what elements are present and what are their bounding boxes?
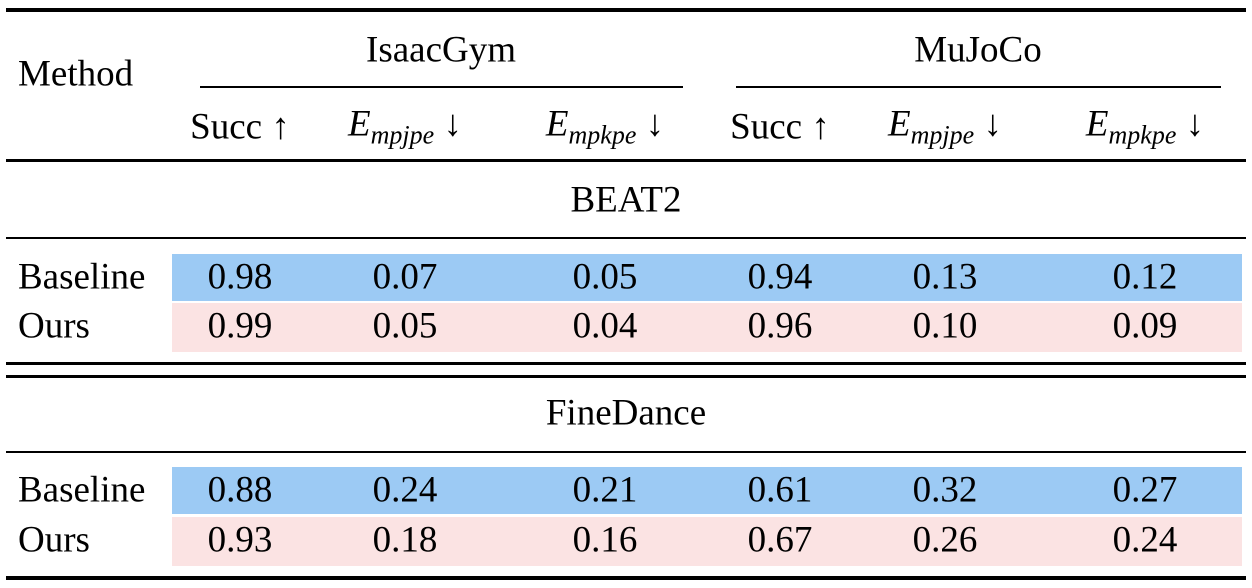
cell-value: 0.04 bbox=[572, 305, 638, 347]
section-rule bbox=[6, 375, 1246, 378]
cell-value: 0.98 bbox=[207, 256, 273, 298]
section-rule bbox=[6, 362, 1246, 365]
cell-value: 0.18 bbox=[372, 519, 438, 561]
cell-value: 0.88 bbox=[207, 469, 273, 511]
column-arrow: ↓ bbox=[443, 103, 462, 145]
row-highlight bbox=[172, 254, 1242, 301]
cell-value: 0.10 bbox=[912, 305, 978, 347]
cell-value: 0.32 bbox=[912, 469, 978, 511]
section-title: FineDance bbox=[545, 392, 707, 434]
column-header: Succ ↑ bbox=[190, 109, 290, 146]
column-symbol: E bbox=[545, 103, 569, 145]
row-method: Baseline bbox=[18, 469, 146, 511]
cell-value: 0.93 bbox=[207, 519, 273, 561]
cell-value: 0.21 bbox=[572, 469, 638, 511]
cell-value: 0.05 bbox=[572, 256, 638, 298]
cell-value: 0.13 bbox=[912, 256, 978, 298]
section-rule bbox=[6, 576, 1246, 580]
column-symbol: Succ bbox=[190, 106, 263, 148]
column-header: Empkpe ↓ bbox=[546, 106, 664, 149]
column-arrow: ↑ bbox=[271, 106, 290, 148]
column-subscript: mpkpe bbox=[1108, 120, 1177, 150]
top-rule bbox=[6, 8, 1246, 12]
row-method: Ours bbox=[18, 305, 90, 347]
cell-value: 0.99 bbox=[207, 305, 273, 347]
group-rule bbox=[736, 86, 1221, 88]
column-arrow: ↓ bbox=[1185, 103, 1205, 145]
column-arrow: ↑ bbox=[811, 106, 830, 148]
group-rule bbox=[200, 86, 683, 88]
column-header: Empjpe ↓ bbox=[348, 106, 462, 149]
row-method: Ours bbox=[18, 519, 90, 561]
column-symbol: E bbox=[1085, 103, 1109, 145]
cell-value: 0.61 bbox=[747, 469, 813, 511]
column-header: Succ ↑ bbox=[730, 109, 830, 146]
column-arrow: ↓ bbox=[645, 103, 665, 145]
row-method: Baseline bbox=[18, 256, 146, 298]
cell-value: 0.12 bbox=[1112, 256, 1178, 298]
group-header: MuJoCo bbox=[914, 29, 1042, 71]
column-symbol: E bbox=[888, 103, 911, 145]
column-header: Empjpe ↓ bbox=[888, 106, 1002, 149]
cell-value: 0.26 bbox=[912, 519, 978, 561]
cell-value: 0.96 bbox=[747, 305, 813, 347]
header-rule bbox=[6, 159, 1246, 162]
cell-value: 0.07 bbox=[372, 256, 438, 298]
cell-value: 0.05 bbox=[372, 305, 438, 347]
cell-value: 0.16 bbox=[572, 519, 638, 561]
cell-value: 0.09 bbox=[1112, 305, 1178, 347]
column-arrow: ↓ bbox=[983, 103, 1002, 145]
row-highlight bbox=[172, 467, 1242, 514]
cell-value: 0.67 bbox=[747, 519, 813, 561]
column-subscript: mpjpe bbox=[370, 120, 435, 150]
column-symbol: Succ bbox=[730, 106, 803, 148]
section-title: BEAT2 bbox=[570, 179, 682, 221]
column-subscript: mpkpe bbox=[568, 120, 637, 150]
cell-value: 0.94 bbox=[747, 256, 813, 298]
column-subscript: mpjpe bbox=[910, 120, 975, 150]
method-header: Method bbox=[18, 53, 134, 95]
column-symbol: E bbox=[348, 103, 371, 145]
group-header: IsaacGym bbox=[366, 29, 516, 71]
cell-value: 0.27 bbox=[1112, 469, 1178, 511]
row-highlight bbox=[172, 303, 1242, 352]
row-highlight bbox=[172, 517, 1242, 566]
cell-value: 0.24 bbox=[1112, 519, 1178, 561]
section-rule bbox=[6, 237, 1246, 239]
section-rule bbox=[6, 451, 1246, 453]
column-header: Empkpe ↓ bbox=[1086, 106, 1204, 149]
cell-value: 0.24 bbox=[372, 469, 438, 511]
